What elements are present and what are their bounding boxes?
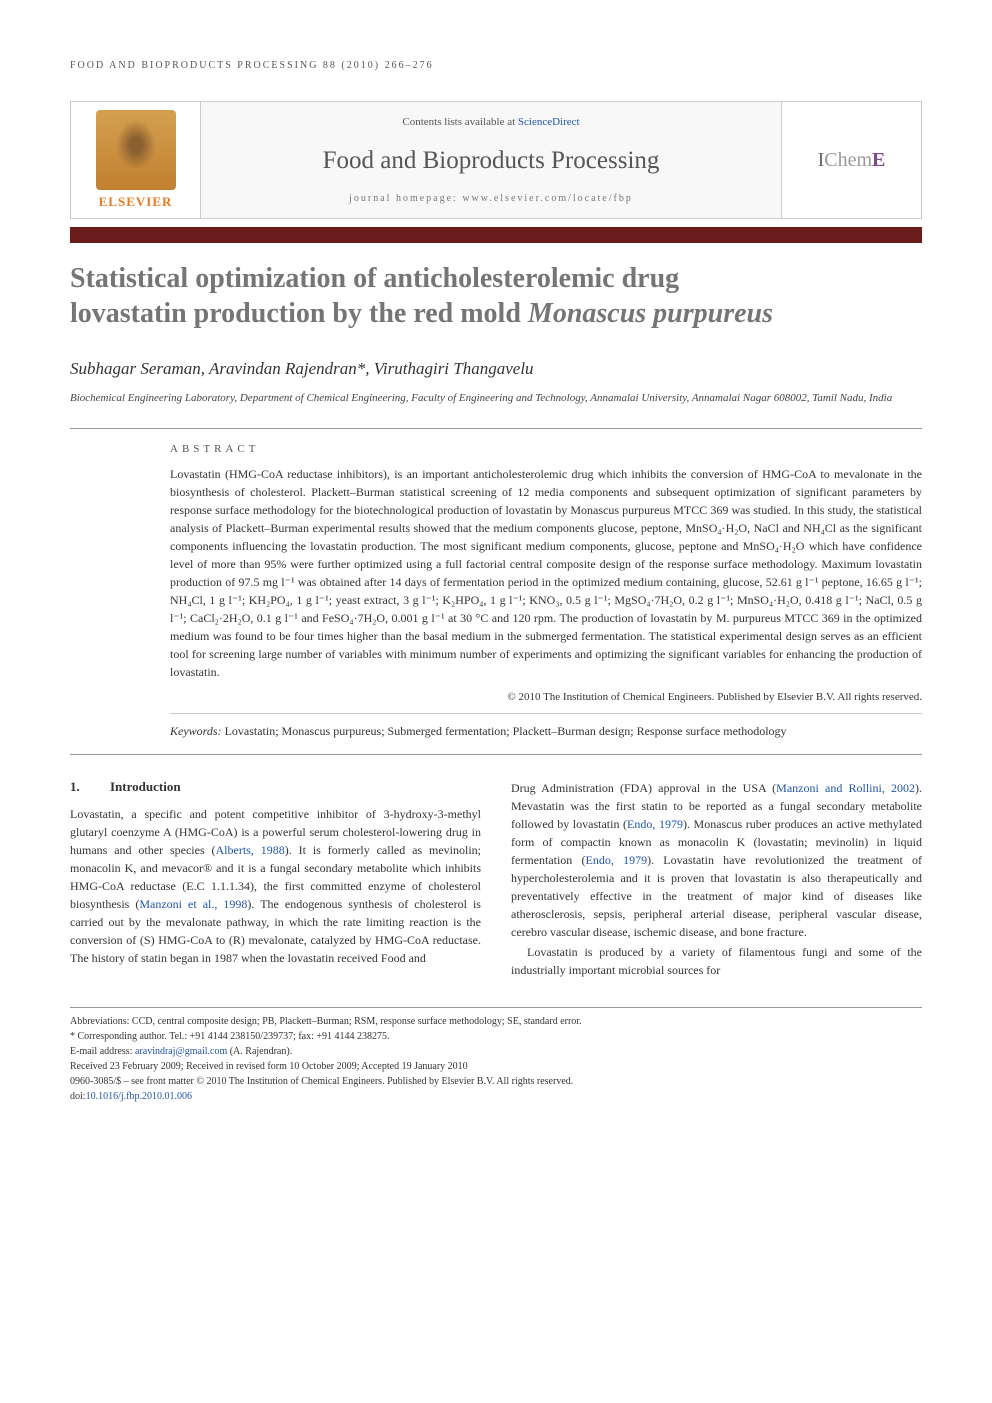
title-species: Monascus purpureus <box>528 298 773 329</box>
cite-endo-1979a[interactable]: Endo, 1979 <box>627 817 683 831</box>
email-tail: (A. Rajendran). <box>227 1046 292 1057</box>
icheme-logo: IChemE <box>781 102 921 218</box>
cite-endo-1979b[interactable]: Endo, 1979 <box>586 853 648 867</box>
sciencedirect-link[interactable]: ScienceDirect <box>518 116 580 128</box>
section-1-heading: 1.Introduction <box>70 779 481 795</box>
banner-center: Contents lists available at ScienceDirec… <box>201 102 781 218</box>
elsevier-tree-icon <box>96 110 176 190</box>
footnote-issn: 0960-3085/$ – see front matter © 2010 Th… <box>70 1074 922 1089</box>
title-line1: Statistical optimization of anticholeste… <box>70 263 679 294</box>
footnote-received: Received 23 February 2009; Received in r… <box>70 1059 922 1074</box>
icheme-i: I <box>818 149 825 172</box>
icheme-e: E <box>872 149 885 172</box>
doi-link[interactable]: 10.1016/j.fbp.2010.01.006 <box>86 1091 192 1102</box>
col2-text: Drug Administration (FDA) approval in th… <box>511 779 922 979</box>
footnotes: Abbreviations: CCD, central composite de… <box>70 1007 922 1104</box>
abstract-block: ABSTRACT Lovastatin (HMG-CoA reductase i… <box>70 428 922 755</box>
journal-banner: ELSEVIER Contents lists available at Sci… <box>70 101 922 219</box>
section-1-num: 1. <box>70 779 110 795</box>
maroon-divider-bar <box>70 227 922 243</box>
elsevier-wordmark: ELSEVIER <box>99 194 173 210</box>
column-left: 1.Introduction Lovastatin, a specific an… <box>70 779 481 981</box>
cite-manzoni-rollini-2002[interactable]: Manzoni and Rollini, 2002 <box>776 781 915 795</box>
title-line2a: lovastatin production by the red mold <box>70 298 528 329</box>
article-title: Statistical optimization of anticholeste… <box>70 261 922 331</box>
icheme-chem: Chem <box>824 149 872 172</box>
keywords-label: Keywords: <box>170 724 222 738</box>
keywords-text: Lovastatin; Monascus purpureus; Submerge… <box>222 724 787 738</box>
sd-prefix: Contents lists available at <box>402 116 517 128</box>
col2-p2: Lovastatin is produced by a variety of f… <box>511 943 922 979</box>
abstract-copyright: © 2010 The Institution of Chemical Engin… <box>170 691 922 703</box>
journal-name: Food and Bioproducts Processing <box>221 147 761 175</box>
footnote-corresponding: * Corresponding author. Tel.: +91 4144 2… <box>70 1029 922 1044</box>
email-label: E-mail address: <box>70 1046 135 1057</box>
col2-p1a: Drug Administration (FDA) approval in th… <box>511 781 776 795</box>
sciencedirect-line: Contents lists available at ScienceDirec… <box>221 116 761 128</box>
abstract-body: Lovastatin (HMG-CoA reductase inhibitors… <box>170 465 922 681</box>
footnote-doi: doi:10.1016/j.fbp.2010.01.006 <box>70 1089 922 1104</box>
doi-label: doi: <box>70 1091 86 1102</box>
body-columns: 1.Introduction Lovastatin, a specific an… <box>70 779 922 981</box>
cite-alberts-1988[interactable]: Alberts, 1988 <box>216 843 285 857</box>
authors: Subhagar Seraman, Aravindan Rajendran*, … <box>70 359 922 379</box>
section-1-title: Introduction <box>110 779 181 794</box>
abstract-heading: ABSTRACT <box>170 443 922 455</box>
elsevier-logo-block: ELSEVIER <box>71 102 201 218</box>
footnote-email: E-mail address: aravindraj@gmail.com (A.… <box>70 1044 922 1059</box>
affiliation: Biochemical Engineering Laboratory, Depa… <box>70 391 922 406</box>
footnote-abbr: Abbreviations: CCD, central composite de… <box>70 1014 922 1029</box>
email-link[interactable]: aravindraj@gmail.com <box>135 1046 227 1057</box>
journal-homepage: journal homepage: www.elsevier.com/locat… <box>221 193 761 204</box>
col1-text: Lovastatin, a specific and potent compet… <box>70 805 481 967</box>
cite-manzoni-1998[interactable]: Manzoni et al., 1998 <box>139 897 247 911</box>
keywords: Keywords: Lovastatin; Monascus purpureus… <box>170 713 922 740</box>
running-header: FOOD AND BIOPRODUCTS PROCESSING 88 (2010… <box>70 60 922 71</box>
column-right: Drug Administration (FDA) approval in th… <box>511 779 922 981</box>
